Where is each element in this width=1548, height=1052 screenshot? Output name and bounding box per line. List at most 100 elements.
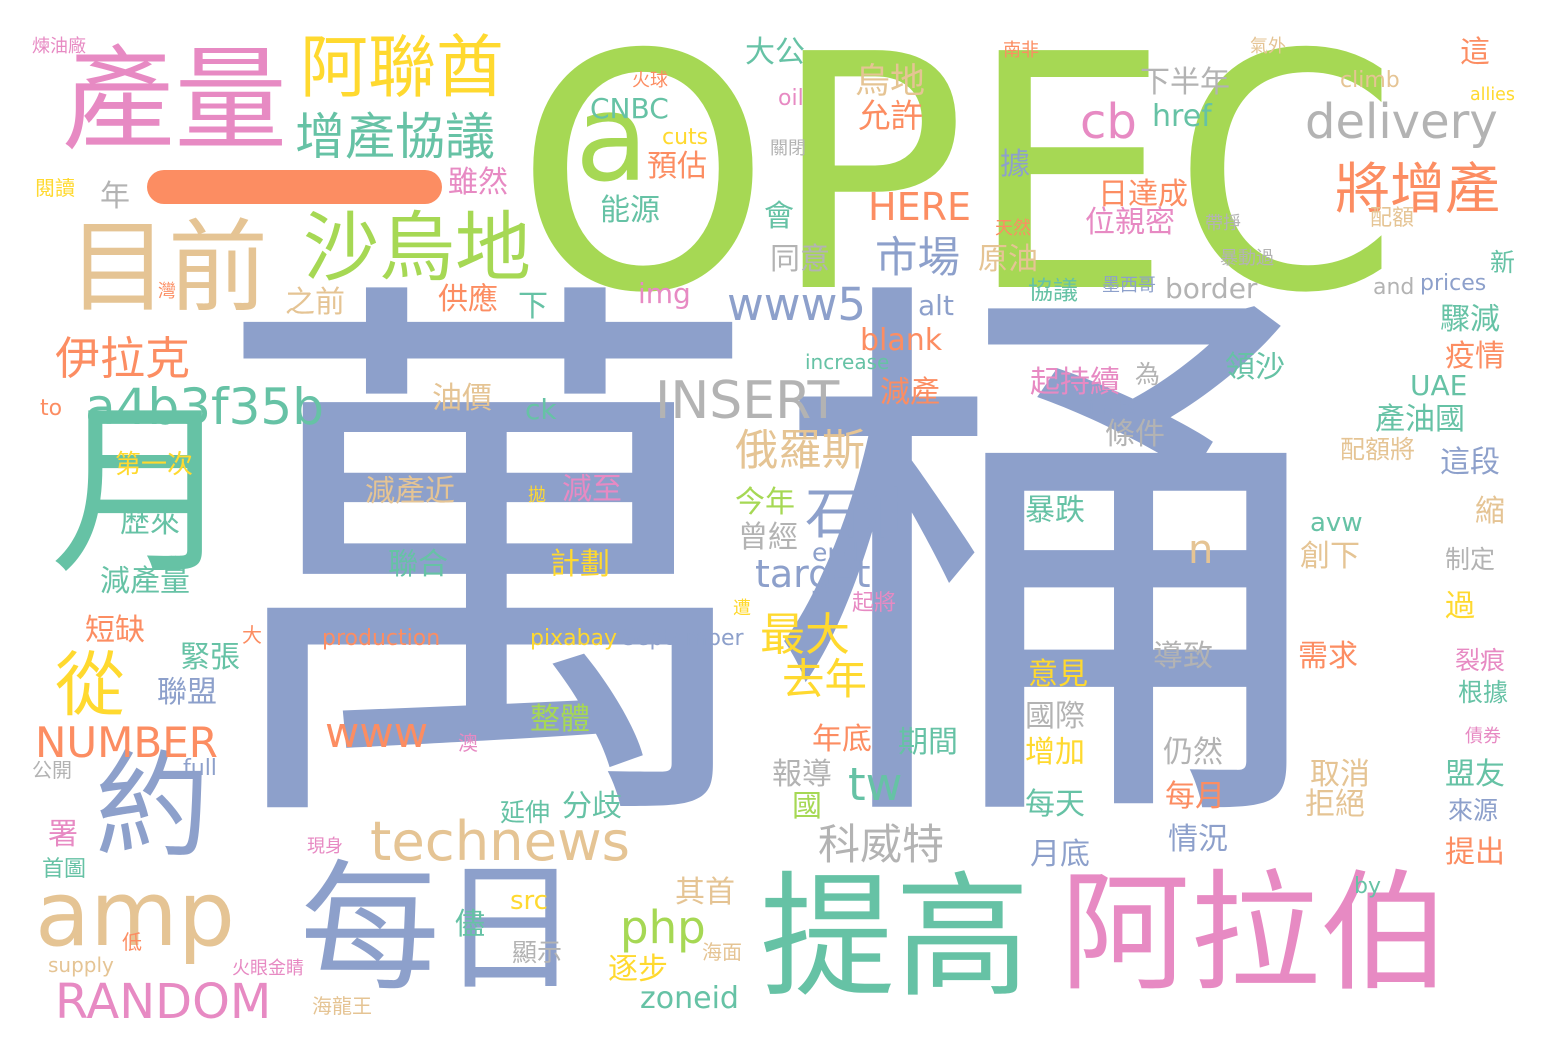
cloud-word: 現身 bbox=[307, 836, 343, 857]
cloud-word: 海龍王 bbox=[312, 994, 372, 1018]
cloud-word: 提高 bbox=[760, 859, 1030, 1016]
cloud-word: 約 bbox=[95, 740, 211, 874]
cloud-word: 每天 bbox=[1025, 787, 1085, 822]
cloud-word: CNBC bbox=[590, 92, 669, 125]
cloud-word: 盟友 bbox=[1445, 757, 1505, 792]
cloud-word: src bbox=[510, 886, 548, 916]
cloud-word: 這 bbox=[1460, 35, 1490, 70]
cloud-word: ck bbox=[525, 393, 557, 426]
cloud-word: 署 bbox=[48, 817, 78, 852]
cloud-word: 南非 bbox=[1003, 40, 1039, 61]
cloud-word: 油價 bbox=[432, 381, 492, 416]
cloud-word: 延伸 bbox=[500, 798, 551, 827]
cloud-word: 每月 bbox=[1165, 779, 1225, 814]
cloud-word: supply bbox=[48, 953, 114, 977]
cloud-word: 短缺 bbox=[85, 613, 145, 648]
cloud-word: 根據 bbox=[1458, 678, 1509, 707]
cloud-word: September bbox=[622, 626, 744, 651]
cloud-word: 去年 bbox=[782, 656, 868, 705]
cloud-word: 下半年 bbox=[1140, 65, 1230, 100]
cloud-word: 帶掙 bbox=[1205, 213, 1241, 234]
cloud-word: 第一次 bbox=[115, 450, 194, 480]
cloud-word: OPEC bbox=[515, 0, 1400, 364]
cloud-word: 能源 bbox=[600, 193, 660, 228]
cloud-word: pixabay bbox=[530, 626, 618, 651]
cloud-word: 大公 bbox=[745, 35, 805, 70]
cloud-word: 伊拉克 bbox=[55, 332, 191, 385]
cloud-word: php bbox=[620, 901, 706, 954]
cloud-word: 將增產 bbox=[1335, 157, 1501, 221]
cloud-word: 天然 bbox=[995, 218, 1031, 239]
cloud-word: 意見 bbox=[1028, 657, 1088, 692]
cloud-word: 起持續 bbox=[1030, 365, 1120, 400]
cloud-word: climb bbox=[1340, 68, 1400, 93]
cloud-word: 減產 bbox=[880, 375, 940, 410]
cloud-word: 下 bbox=[518, 289, 548, 324]
cloud-word: zoneid bbox=[640, 981, 739, 1016]
cloud-word: 為 bbox=[1135, 360, 1161, 389]
cloud-word: 過 bbox=[1445, 589, 1475, 624]
cloud-word: href bbox=[1152, 99, 1212, 134]
cloud-word: 公開 bbox=[32, 758, 72, 782]
cloud-word: 國 bbox=[792, 789, 822, 824]
cloud-word: 煉油廠 bbox=[32, 36, 86, 57]
cloud-word: 原油 bbox=[978, 242, 1038, 277]
cloud-word: 歷來 bbox=[120, 505, 180, 540]
cloud-word: 配額 bbox=[1370, 206, 1415, 231]
cloud-word: limits bbox=[1083, 395, 1138, 419]
cloud-word: 曾經 bbox=[738, 520, 798, 555]
cloud-word: RANDOM bbox=[55, 974, 272, 1030]
cloud-word: 低 bbox=[122, 930, 142, 954]
cloud-word: img bbox=[638, 277, 691, 310]
cloud-word: 同意 bbox=[770, 242, 830, 277]
cloud-word: 烏地 bbox=[855, 62, 926, 102]
cloud-word: 聯盟 bbox=[157, 675, 217, 710]
cloud-word: 裂痕 bbox=[1455, 646, 1506, 675]
cloud-word: 仍然 bbox=[1163, 735, 1223, 770]
cloud-word: 灣 bbox=[158, 281, 176, 302]
cloud-word: increase bbox=[805, 350, 890, 374]
cloud-word: allies bbox=[1470, 85, 1515, 105]
cloud-word: 報導 bbox=[772, 757, 832, 792]
cloud-word: cuts bbox=[662, 125, 709, 150]
cloud-word: INSERT bbox=[655, 371, 840, 431]
cloud-word: 情況 bbox=[1168, 822, 1228, 857]
cloud-word: 火球 bbox=[632, 70, 668, 91]
cloud-word: www5 bbox=[727, 278, 867, 331]
cloud-word: 預估 bbox=[647, 149, 707, 184]
cloud-word: 領沙 bbox=[1225, 350, 1285, 385]
cloud-word: 據 bbox=[1000, 147, 1030, 182]
cloud-word: 氣外 bbox=[1250, 36, 1286, 57]
cloud-word: 縮 bbox=[1475, 494, 1505, 529]
cloud-word: 債券 bbox=[1465, 726, 1501, 747]
cloud-word: 之前 bbox=[285, 285, 345, 320]
cloud-word: 驟減 bbox=[1440, 302, 1500, 337]
cloud-word: technews bbox=[370, 810, 630, 873]
cloud-word: 緊張 bbox=[180, 640, 240, 675]
cloud-word: 澳 bbox=[458, 731, 478, 755]
cloud-word: 新 bbox=[1490, 248, 1516, 277]
cloud-word: 儘 bbox=[455, 907, 485, 942]
cloud-word: www bbox=[325, 708, 429, 757]
cloud-word: cb bbox=[1080, 94, 1137, 150]
cloud-word: 允許 bbox=[858, 97, 924, 135]
cloud-word: NUMBER bbox=[35, 718, 218, 767]
cloud-word: 會 bbox=[764, 199, 794, 234]
cloud-word: 阿拉伯 bbox=[1060, 857, 1451, 1009]
cloud-word: 供應 bbox=[438, 282, 498, 317]
cloud-word: border bbox=[1165, 272, 1258, 305]
cloud-word: 萬桶 bbox=[205, 239, 1335, 896]
cloud-word: 計劃 bbox=[550, 547, 610, 582]
cloud-word: 整體 bbox=[530, 702, 590, 737]
cloud-word: 石油 bbox=[805, 482, 916, 546]
cloud-word: 位親密 bbox=[1085, 205, 1175, 240]
cloud-word: 創下 bbox=[1300, 539, 1360, 574]
cloud-word: 拒絕 bbox=[1305, 787, 1365, 822]
cloud-word: 條件 bbox=[1105, 417, 1165, 452]
cloud-word: 期間 bbox=[898, 725, 958, 760]
cloud-word: 遭 bbox=[733, 598, 751, 619]
cloud-word: tw bbox=[848, 758, 903, 811]
cloud-word: 增產協議 bbox=[295, 108, 495, 166]
cloud-word: 制定 bbox=[1445, 545, 1496, 574]
cloud-word: 增加 bbox=[1025, 735, 1085, 770]
